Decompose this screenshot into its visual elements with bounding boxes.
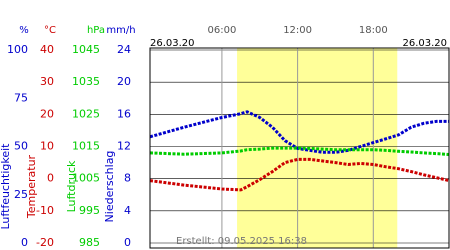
- y-tick-label: 4: [124, 204, 131, 217]
- y-tick-label: 1035: [72, 75, 100, 88]
- x-tick-label: 18:00: [359, 25, 388, 36]
- y-tick-label: 75: [14, 91, 28, 104]
- data-line: [149, 110, 449, 154]
- y-tick-label: 20: [40, 107, 54, 120]
- x-tick-label: 06:00: [207, 25, 236, 36]
- start-date: 26.03.20: [150, 38, 195, 49]
- axis-title: Luftdruck: [65, 160, 78, 212]
- y-tick-label: 50: [14, 140, 28, 153]
- y-tick-label: -10: [36, 204, 54, 217]
- y-tick-label: 12: [117, 140, 131, 153]
- axis-unit: hPa: [87, 25, 105, 36]
- axis-title: Niederschlag: [103, 151, 116, 223]
- y-tick-label: 0: [124, 236, 131, 249]
- plot-frame: [149, 47, 450, 249]
- data-line: [149, 157, 450, 192]
- axis-unit: °C: [44, 25, 56, 36]
- y-tick-label: 16: [117, 107, 131, 120]
- y-tick-label: 1015: [72, 140, 100, 153]
- y-tick-label: 1045: [72, 43, 100, 56]
- y-tick-label: 100: [7, 43, 28, 56]
- axis-title: Luftfeuchtigkeit: [0, 143, 12, 230]
- y-tick-label: 8: [124, 172, 131, 185]
- created-note: Erstellt: 09.05.2025 16:38: [176, 236, 307, 247]
- axis-title: Temperatur: [25, 154, 38, 219]
- y-tick-label: 1005: [72, 172, 100, 185]
- y-tick-label: -20: [36, 236, 54, 249]
- y-tick-label: 0: [47, 172, 54, 185]
- axis-unit: mm/h: [106, 25, 135, 36]
- x-tick-label: 12:00: [283, 25, 312, 36]
- y-tick-label: 40: [40, 43, 54, 56]
- y-tick-label: 1025: [72, 107, 100, 120]
- data-line: [149, 146, 450, 156]
- y-tick-label: 10: [40, 140, 54, 153]
- y-tick-label: 30: [40, 75, 54, 88]
- y-tick-label: 20: [117, 75, 131, 88]
- axis-unit: %: [19, 25, 29, 36]
- y-tick-label: 25: [14, 188, 28, 201]
- y-tick-label: 24: [117, 43, 131, 56]
- end-date: 26.03.20: [402, 38, 447, 49]
- y-tick-label: 0: [21, 236, 28, 249]
- y-tick-label: 995: [79, 204, 100, 217]
- y-tick-label: 985: [79, 236, 100, 249]
